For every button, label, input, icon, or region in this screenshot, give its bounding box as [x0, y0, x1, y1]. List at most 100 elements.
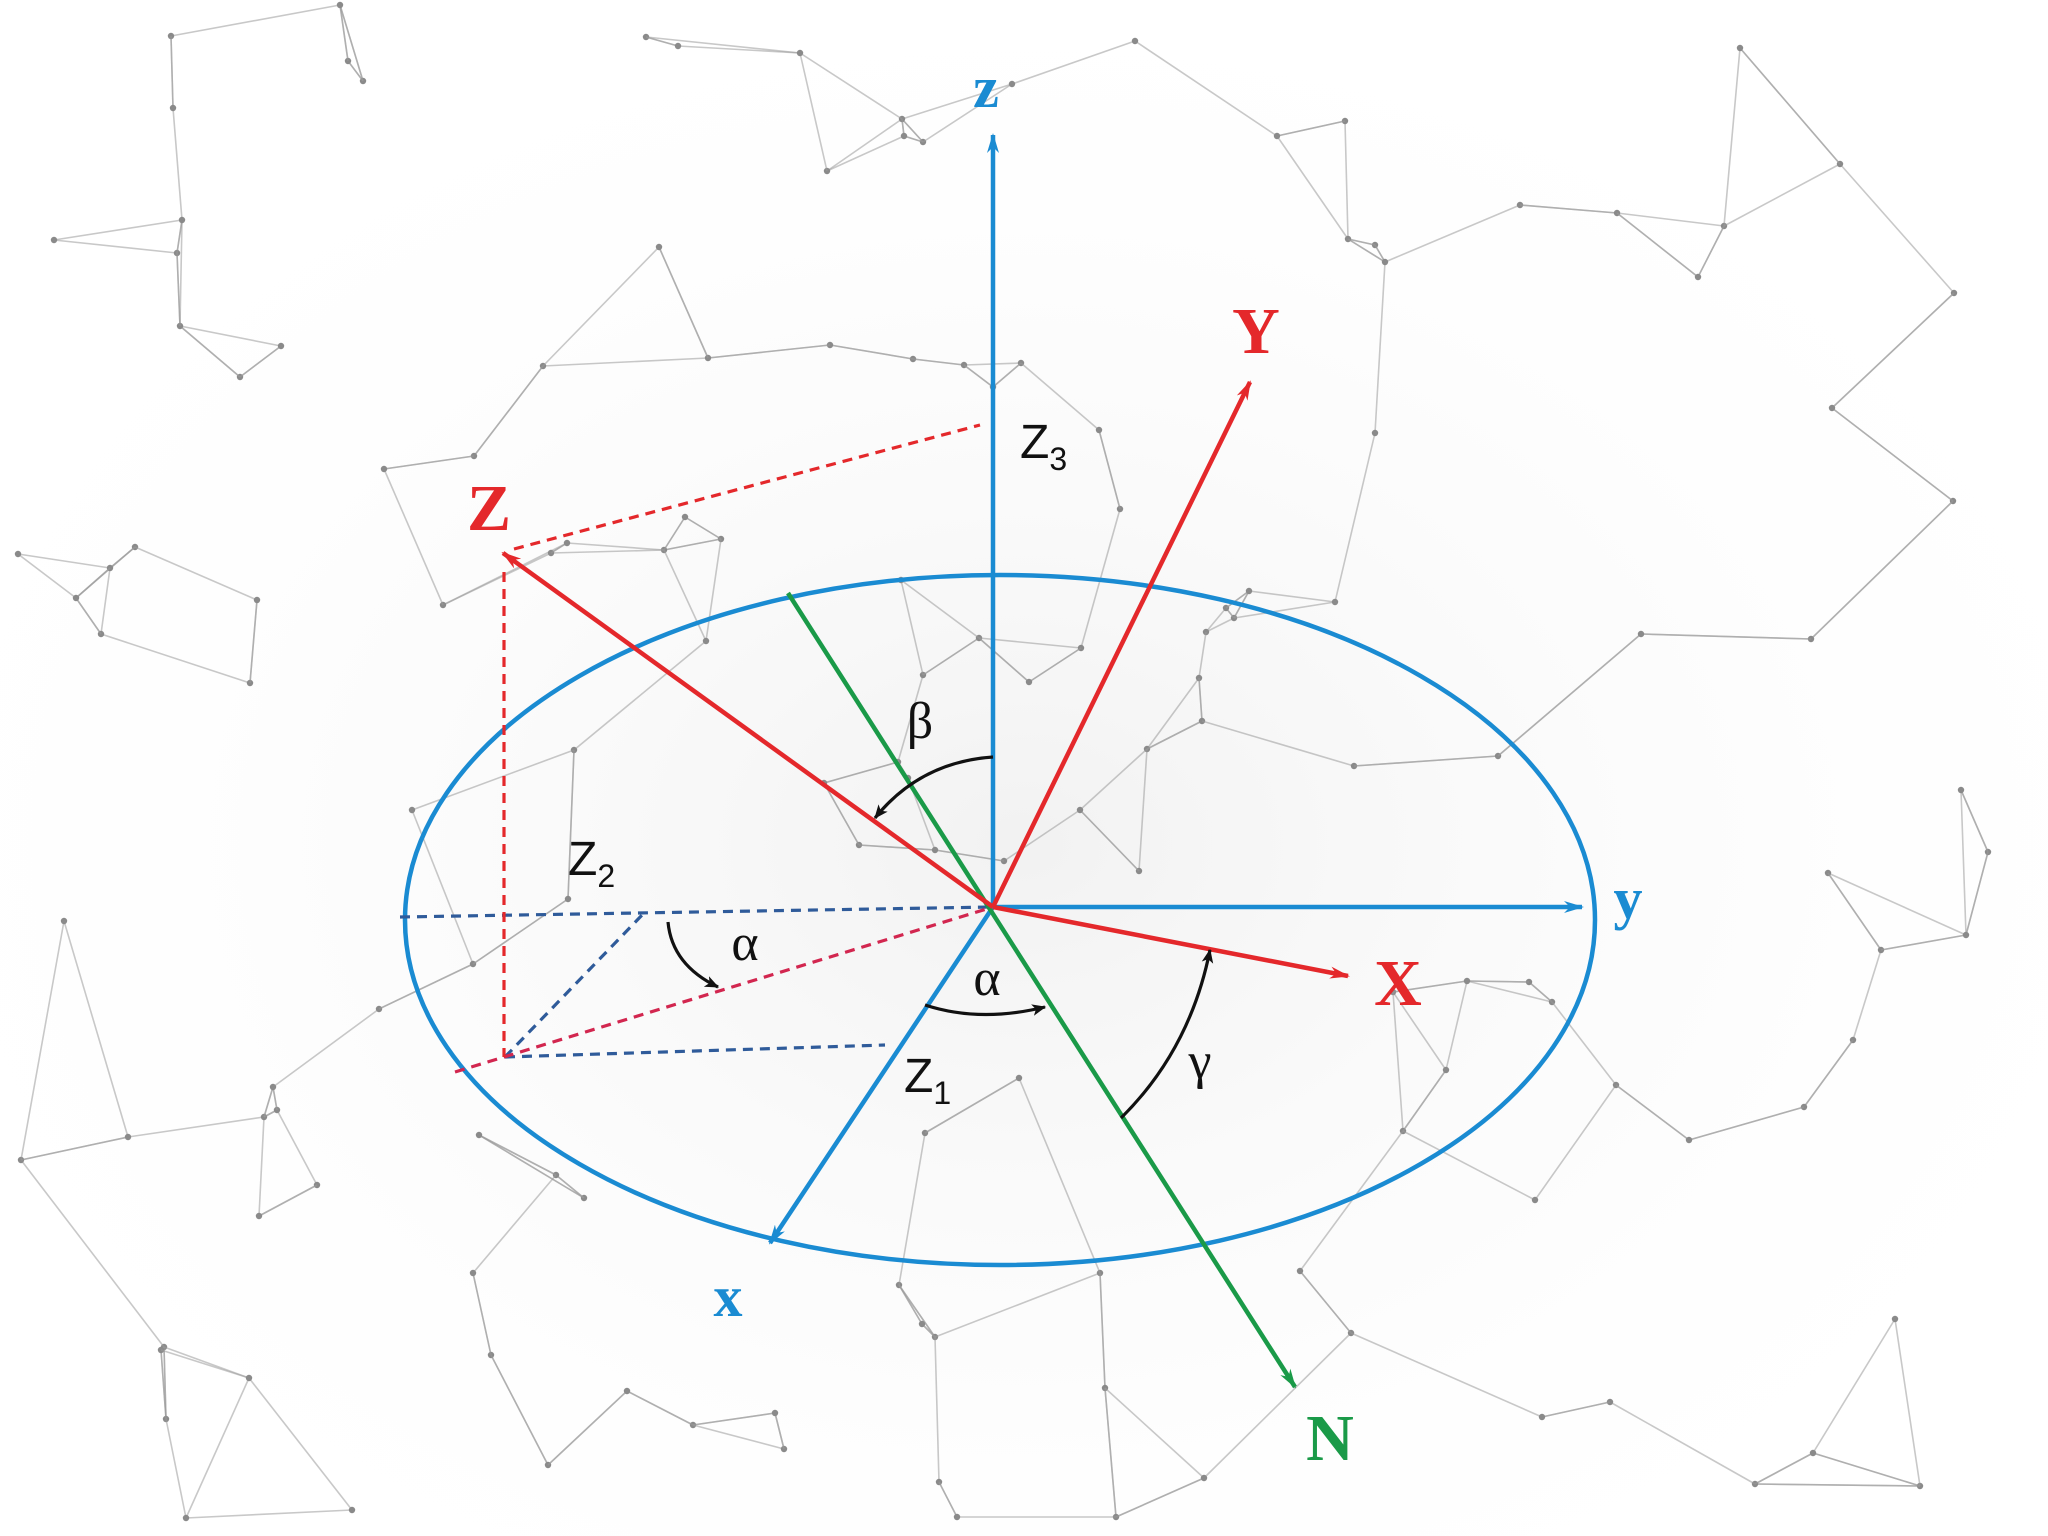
network-link — [339, 4, 349, 62]
network-link — [1099, 1272, 1106, 1389]
network-link — [978, 637, 1030, 683]
network-link — [1003, 809, 1081, 862]
network-node — [563, 539, 571, 547]
network-node — [124, 1133, 132, 1141]
network-link — [1020, 362, 1100, 431]
network-link — [547, 1390, 628, 1466]
network-link — [172, 107, 183, 221]
network-link — [75, 597, 102, 635]
network-node — [169, 104, 177, 112]
network-link — [134, 546, 258, 601]
network-link — [1201, 720, 1355, 767]
label-Z2-sub: 2 — [597, 858, 615, 894]
network-node — [1076, 806, 1084, 814]
network-node — [1891, 1315, 1899, 1323]
network-link — [799, 52, 828, 172]
z1-dashed-line — [504, 1043, 886, 1059]
network-node — [623, 1387, 631, 1395]
network-link — [1810, 500, 1954, 640]
network-link — [75, 567, 111, 599]
network-link — [555, 1174, 585, 1199]
network-node — [277, 342, 285, 350]
network-node — [702, 637, 710, 645]
network-node — [674, 42, 682, 50]
network-link — [1754, 1452, 1814, 1485]
network-node — [1200, 1474, 1208, 1482]
network-link — [20, 1159, 165, 1348]
network-link — [53, 239, 178, 254]
network-link — [692, 1424, 785, 1450]
network-link — [1402, 1130, 1536, 1201]
network-node — [931, 846, 939, 854]
network-link — [1960, 789, 1989, 853]
network-link — [1011, 40, 1136, 85]
network-node — [918, 1320, 926, 1328]
network-link — [1350, 1332, 1543, 1418]
network-link — [922, 637, 980, 676]
network-link — [383, 455, 475, 470]
label-fixed-y: y — [1614, 866, 1643, 931]
network-link — [20, 920, 65, 1161]
network-node — [336, 1, 344, 9]
label-Z1-main: Z — [904, 1050, 933, 1103]
network-link — [1374, 244, 1386, 263]
network-link — [272, 1086, 278, 1111]
label-Z2: Z2 — [568, 833, 615, 894]
network-node — [1442, 1066, 1450, 1074]
network-link — [684, 516, 722, 540]
X-axis — [992, 904, 1350, 979]
network-link — [1466, 980, 1530, 983]
network-link — [1353, 755, 1499, 767]
network-link — [924, 1077, 1020, 1134]
network-node — [475, 1131, 483, 1139]
network-link — [1198, 677, 1203, 722]
network-link — [258, 1116, 265, 1217]
network-link — [1392, 991, 1404, 1132]
background-network — [14, 1, 1992, 1522]
network-node — [178, 216, 186, 224]
network-link — [1812, 1318, 1896, 1454]
network-link — [912, 358, 965, 366]
network-link — [934, 1336, 940, 1483]
network-link — [922, 83, 1013, 143]
network-node — [50, 236, 58, 244]
network-node — [1015, 1074, 1023, 1082]
network-link — [829, 344, 914, 360]
network-link — [478, 1134, 557, 1176]
network-node — [72, 594, 80, 602]
network-link — [185, 1377, 250, 1519]
network-link — [490, 1354, 549, 1466]
network-link — [1138, 748, 1148, 872]
network-link — [1616, 212, 1725, 227]
network-link — [1146, 677, 1200, 750]
network-link — [823, 761, 899, 784]
network-link — [100, 633, 251, 684]
network-link — [1723, 47, 1741, 227]
network-link — [900, 579, 924, 676]
network-link — [663, 549, 707, 642]
network-link — [1965, 851, 1989, 936]
label-alpha-outer: α — [731, 915, 758, 972]
network-link — [109, 546, 136, 569]
label-fixed-z: z — [973, 55, 999, 120]
network-node — [1381, 258, 1389, 266]
network-node — [1025, 678, 1033, 686]
network-link — [1551, 1001, 1617, 1086]
network-link — [1831, 407, 1954, 502]
network-link — [1276, 120, 1346, 137]
gamma-arc — [1119, 948, 1214, 1120]
network-link — [378, 963, 474, 1010]
network-link — [339, 4, 364, 82]
network-link — [900, 579, 980, 639]
network-link — [1384, 204, 1521, 263]
network-link — [17, 553, 77, 599]
network-link — [1248, 590, 1336, 603]
network-link — [1803, 1039, 1854, 1108]
network-link — [1146, 720, 1203, 750]
network-link — [1739, 47, 1841, 165]
network-link — [411, 749, 575, 811]
network-node — [1685, 1136, 1693, 1144]
network-link — [179, 219, 183, 327]
